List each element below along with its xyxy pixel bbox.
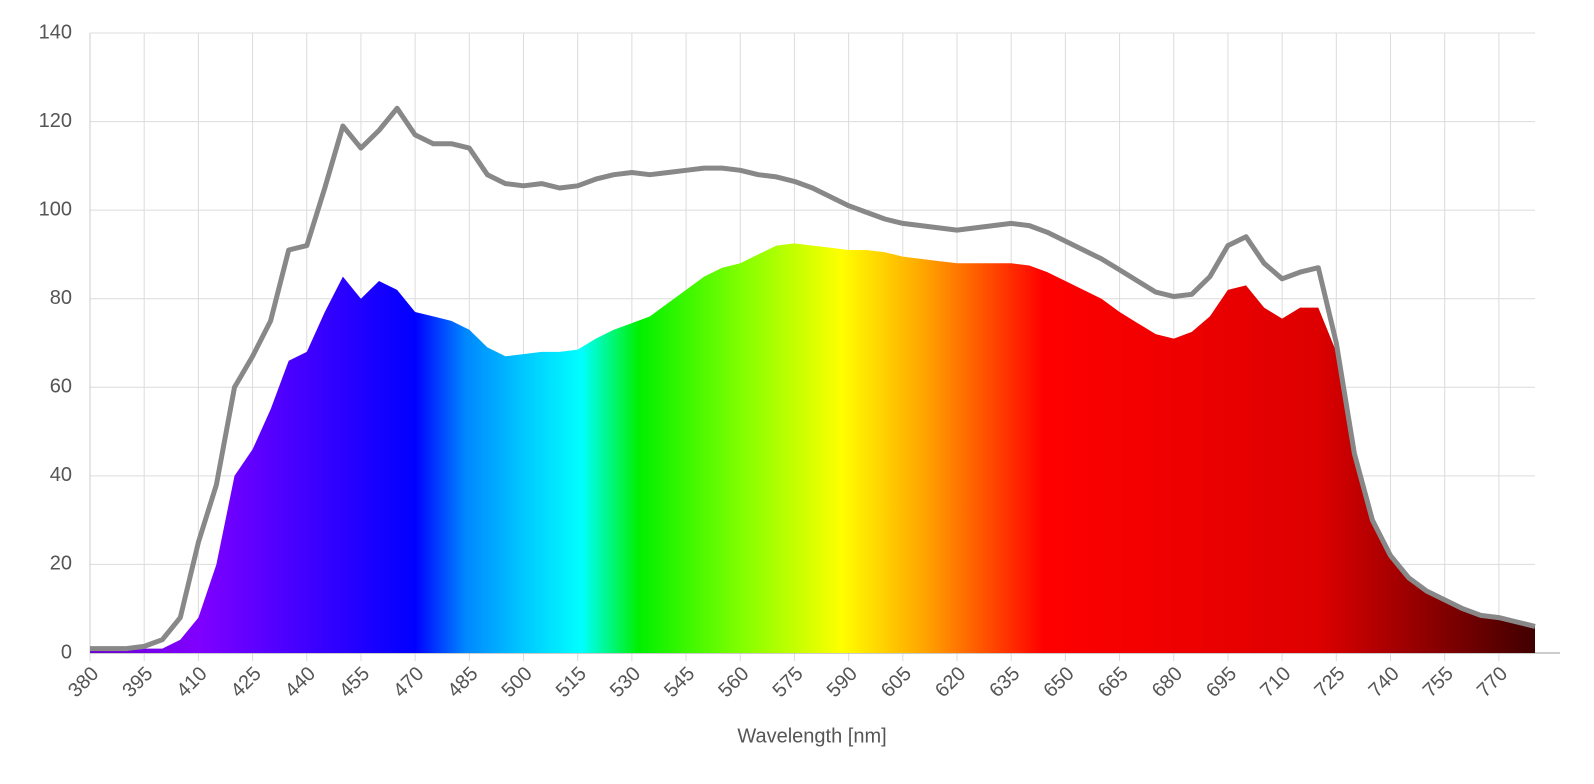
x-tick-label: 545: [660, 663, 699, 702]
x-tick-label: 725: [1310, 663, 1349, 702]
x-tick-label: 620: [931, 663, 970, 702]
x-tick-label: 755: [1419, 663, 1458, 702]
x-tick-label: 560: [714, 663, 753, 702]
x-tick-label: 470: [389, 663, 428, 702]
x-tick-label: 440: [281, 663, 320, 702]
x-tick-label: 635: [985, 663, 1024, 702]
y-tick-label: 80: [50, 287, 72, 309]
x-tick-label: 380: [64, 663, 103, 702]
x-tick-label: 740: [1365, 663, 1404, 702]
y-tick-label: 20: [50, 553, 72, 575]
y-tick-label: 140: [39, 21, 72, 43]
y-tick-label: 0: [61, 641, 72, 663]
x-axis-label: Wavelength [nm]: [737, 725, 886, 747]
x-tick-label: 590: [823, 663, 862, 702]
x-tick-label: 680: [1148, 663, 1187, 702]
x-tick-label: 425: [227, 663, 266, 702]
x-tick-label: 665: [1094, 663, 1133, 702]
x-tick-label: 710: [1256, 663, 1295, 702]
x-tick-label: 410: [172, 663, 211, 702]
x-tick-label: 695: [1202, 663, 1241, 702]
y-tick-label: 100: [39, 198, 72, 220]
x-tick-label: 530: [606, 663, 645, 702]
y-tick-label: 40: [50, 464, 72, 486]
x-tick-label: 575: [769, 663, 808, 702]
x-tick-label: 770: [1473, 663, 1512, 702]
x-tick-label: 650: [1039, 663, 1078, 702]
x-tick-label: 395: [118, 663, 157, 702]
x-tick-label: 485: [443, 663, 482, 702]
y-tick-label: 120: [39, 110, 72, 132]
x-tick-label: 515: [552, 663, 591, 702]
x-tick-label: 605: [877, 663, 916, 702]
line: [90, 105, 1536, 652]
x-tick-label: 500: [498, 663, 537, 702]
x-tick-label: 455: [335, 663, 374, 702]
y-tick-label: 60: [50, 376, 72, 398]
area: [90, 243, 1535, 653]
